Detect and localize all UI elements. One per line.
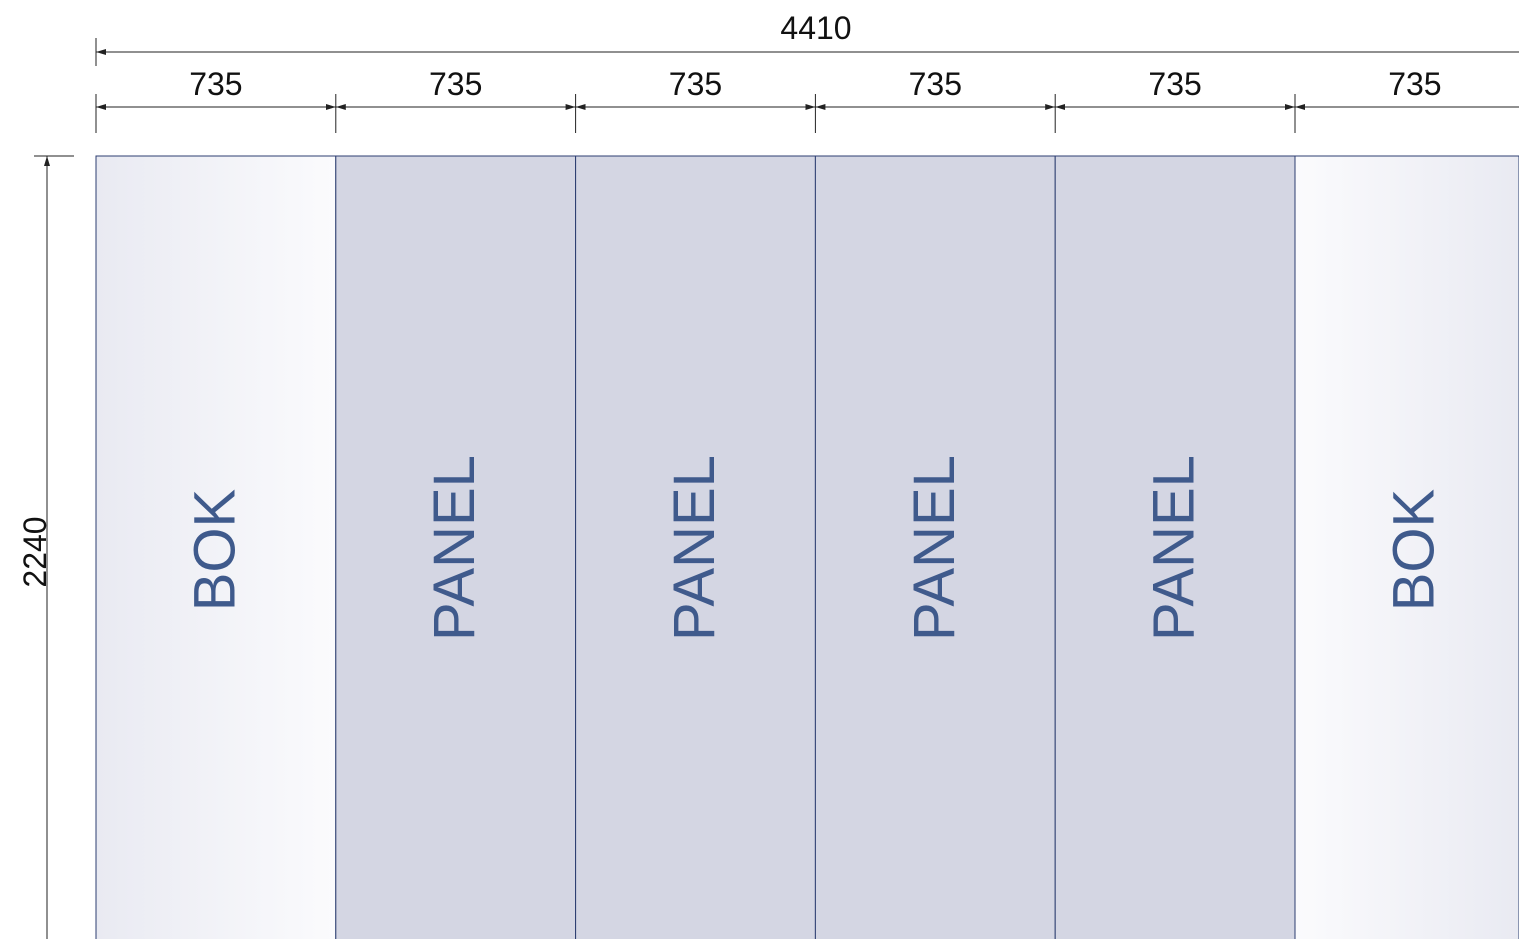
panel-label: PANEL [902, 455, 967, 641]
panel-label: BOK [1381, 488, 1446, 611]
height-label: 2240 [17, 516, 53, 587]
side-panel-right [1294, 155, 1519, 939]
panel-label: PANEL [422, 455, 487, 641]
panel-label: PANEL [1142, 455, 1207, 641]
segment-width-label: 735 [909, 66, 962, 102]
segment-width-dimensions: 735 735 735 735 735 735 [95, 66, 1519, 133]
panel-label: PANEL [662, 455, 727, 641]
panel-2 [575, 155, 816, 939]
segment-width-label: 735 [669, 66, 722, 102]
segment-width-label: 735 [1388, 66, 1441, 102]
total-width-dimension: 4410 [95, 10, 1519, 66]
panel-1 [335, 155, 577, 939]
side-panel-left [95, 155, 337, 939]
height-dimension: 2240 [17, 155, 74, 939]
segment-width-label: 735 [189, 66, 242, 102]
panel-label: BOK [182, 488, 247, 611]
panel-3 [814, 155, 1056, 939]
panel-row: BOK PANEL PANEL PANEL PANEL BOK [95, 155, 1519, 939]
segment-width-label: 735 [1148, 66, 1201, 102]
total-width-label: 4410 [780, 10, 851, 46]
segment-width-label: 735 [429, 66, 482, 102]
panel-4 [1054, 155, 1296, 939]
